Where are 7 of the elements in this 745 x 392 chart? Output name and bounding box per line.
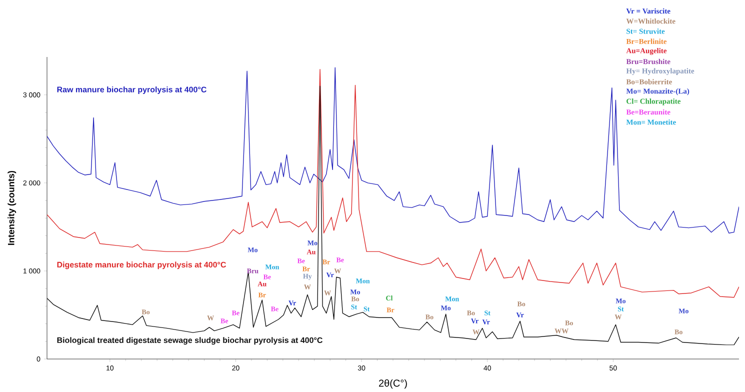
text: Raw manure biochar pyrolysis at 400°C	[57, 86, 206, 94]
series-label: Biological treated digestate sewage sludge biochar pyrolysis at 400°C	[57, 337, 322, 345]
line-series	[47, 67, 739, 234]
x-axis-title: 2θ(C°)	[379, 379, 407, 389]
line-series	[47, 86, 739, 346]
y-axis-title: Intensity (counts)	[8, 170, 16, 245]
series-label: Digestate manure biochar pyrolysis at 400°C	[57, 262, 226, 270]
